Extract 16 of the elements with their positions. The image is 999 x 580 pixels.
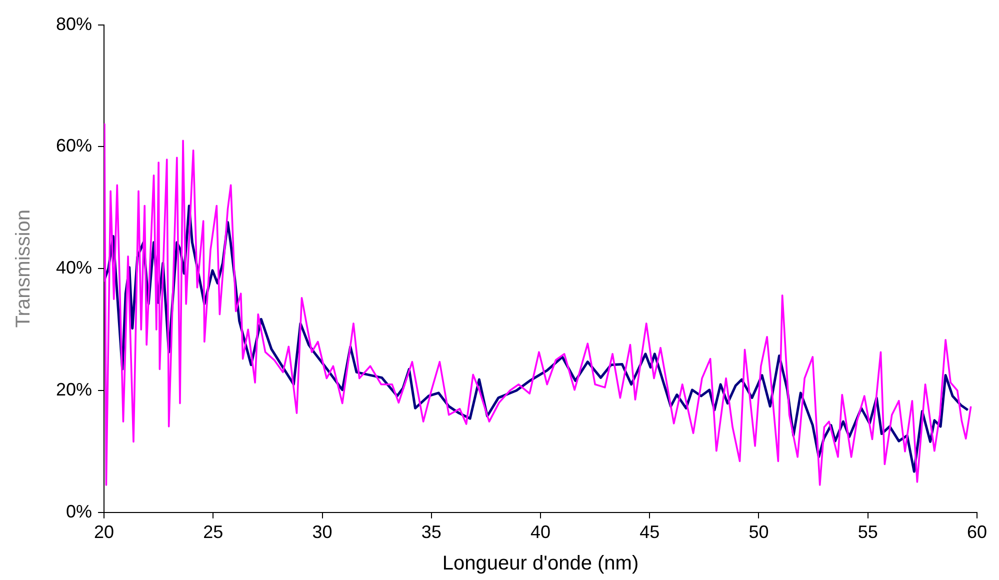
x-tick-label: 20 <box>94 522 114 542</box>
y-tick-label: 60% <box>56 136 92 156</box>
x-tick-label: 50 <box>748 522 769 542</box>
y-axis-title: Transmission <box>12 210 35 328</box>
y-tick-label: 20% <box>56 379 92 400</box>
y-tick-label: 80% <box>56 14 92 34</box>
x-tick-label: 45 <box>640 522 660 542</box>
x-tick-label: 35 <box>421 522 442 542</box>
x-axis-title: Longueur d'onde (nm) <box>442 552 639 575</box>
x-tick-label: 30 <box>312 522 332 542</box>
x-tick-label: 25 <box>203 522 224 542</box>
y-tick-label: 40% <box>56 258 92 278</box>
x-tick-label: 40 <box>530 522 551 542</box>
x-tick-label: 60 <box>966 522 988 542</box>
x-tick-label: 55 <box>858 522 878 542</box>
y-tick-label: 0% <box>66 501 92 522</box>
